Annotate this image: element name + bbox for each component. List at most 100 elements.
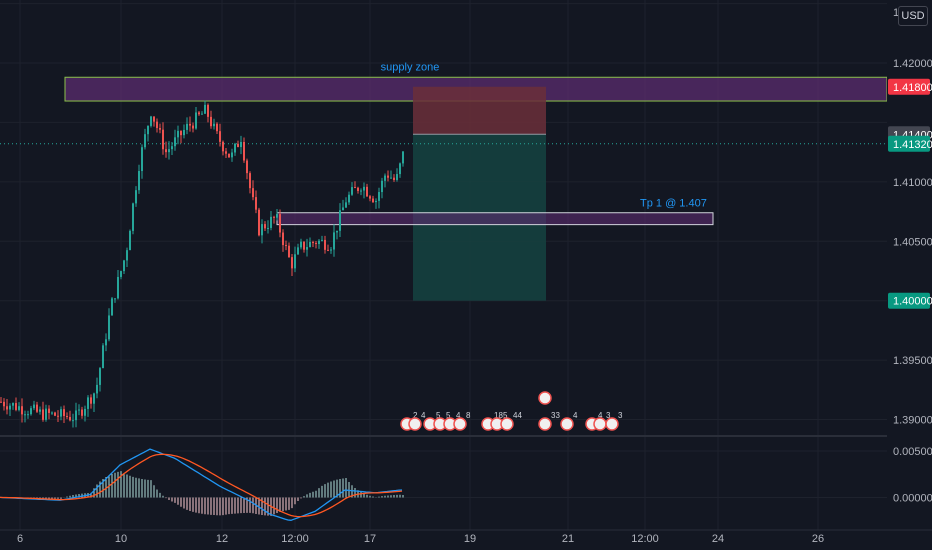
event-marker-flag-icon (538, 417, 552, 431)
candle-body (363, 186, 365, 191)
price-tick-label: 1.39500 (893, 355, 932, 367)
candle-body (96, 384, 98, 394)
candle-body (273, 216, 275, 218)
event-marker-flag-icon (605, 417, 619, 431)
candle-body (99, 368, 101, 385)
event-marker-count: 8 (466, 411, 471, 420)
macd-line (0, 448, 403, 521)
event-marker: 4 (560, 411, 578, 431)
event-marker-flag-icon (560, 417, 574, 431)
price-label-bg (888, 78, 930, 95)
tp-zone-box[interactable] (276, 212, 714, 226)
macd-tick-label: 0.00500 (893, 446, 932, 458)
price-tick-label: 1.41000 (893, 177, 932, 189)
candle-body (330, 249, 332, 251)
macd-pane (0, 448, 404, 521)
candle-body (39, 409, 41, 412)
candle-body (282, 232, 284, 246)
candle-body (384, 175, 386, 181)
candle-body (51, 412, 53, 414)
candle-body (393, 177, 395, 180)
candle-body (396, 174, 398, 180)
candle-body (186, 123, 188, 130)
candle-body (207, 104, 209, 117)
candle-body (357, 187, 359, 191)
candle-body (33, 404, 35, 409)
tp-zone-label: Tp 1 @ 1.407 (640, 198, 707, 210)
candle-body (291, 257, 293, 269)
candle-body (114, 298, 116, 300)
candle-body (135, 190, 137, 204)
event-marker-count: 5 (436, 411, 441, 420)
candle-body (204, 104, 206, 114)
candle-body (369, 196, 371, 199)
candle-body (84, 408, 86, 416)
candle-body (78, 409, 80, 411)
candle-body (294, 254, 296, 269)
price-label: 1.41320 (893, 139, 932, 151)
time-tick-label: 10 (115, 533, 127, 545)
candle-body (156, 121, 158, 129)
event-marker-top-icon (538, 391, 552, 405)
event-marker-flag-icon (453, 417, 467, 431)
event-marker-count: 18 (494, 411, 503, 420)
time-tick-label: 21 (562, 533, 574, 545)
candle-body (312, 242, 314, 244)
time-tick-label: 17 (364, 533, 376, 545)
time-axis[interactable]: 6 10 12 12:00 17 19 21 12:00 24 26 (0, 529, 932, 545)
candle-body (339, 210, 341, 231)
candle-body (249, 173, 251, 189)
macd-tick-label: 0.00000 (893, 492, 932, 504)
supply-zone-label: supply zone (381, 61, 440, 73)
event-markers[interactable]: 2 4 5 5 4 8 18 5 44 33 4 4 3 3 (400, 391, 623, 431)
event-marker-count: 3 (606, 411, 611, 420)
candle-body (168, 149, 170, 153)
price-tick-label: 1.42000 (893, 58, 932, 70)
time-tick-label: 19 (464, 533, 476, 545)
candle-body (303, 241, 305, 250)
candle-body (327, 249, 329, 251)
candle-body (276, 214, 278, 218)
candle-body (183, 129, 185, 136)
candle-body (57, 415, 59, 417)
candle-body (81, 409, 83, 416)
candle-body (138, 171, 140, 191)
candle-body (372, 198, 374, 203)
candle-body (120, 271, 122, 277)
candle-body (333, 232, 335, 250)
candle-body (255, 197, 257, 210)
candle-body (387, 175, 389, 178)
price-tick-label: 1.40500 (893, 236, 932, 248)
candle-body (111, 298, 113, 316)
price-label-bg (888, 292, 930, 309)
candle-body (195, 112, 197, 129)
time-tick-label: 12:00 (281, 533, 309, 545)
event-marker-count: 5 (446, 411, 451, 420)
candle-body (351, 187, 353, 195)
candle-body (45, 408, 47, 420)
candle-body (60, 409, 62, 417)
price-axis[interactable]: 1.420001.410001.405001.395001.390001.41.… (887, 0, 932, 550)
currency-badge[interactable]: USD (898, 6, 928, 26)
candle-body (141, 147, 143, 172)
candle-body (258, 209, 260, 236)
candle-body (378, 192, 380, 201)
candle-body (54, 412, 56, 416)
event-marker: 44 (500, 411, 522, 431)
price-label-bg (888, 135, 930, 152)
event-marker-flag-icon (408, 417, 422, 431)
candle-body (216, 123, 218, 132)
candle-body (366, 186, 368, 197)
event-marker: 4 (408, 411, 426, 431)
candle-body (12, 403, 14, 406)
event-marker: 8 (453, 411, 471, 431)
candle-body (150, 116, 152, 126)
price-label: 1.41800 (893, 82, 932, 94)
candle-body (315, 242, 317, 244)
candle-body (219, 131, 221, 142)
candle-body (30, 408, 32, 415)
stop-loss-zone[interactable] (413, 86, 546, 135)
event-marker-count: 2 (413, 411, 418, 420)
candle-body (87, 397, 89, 409)
